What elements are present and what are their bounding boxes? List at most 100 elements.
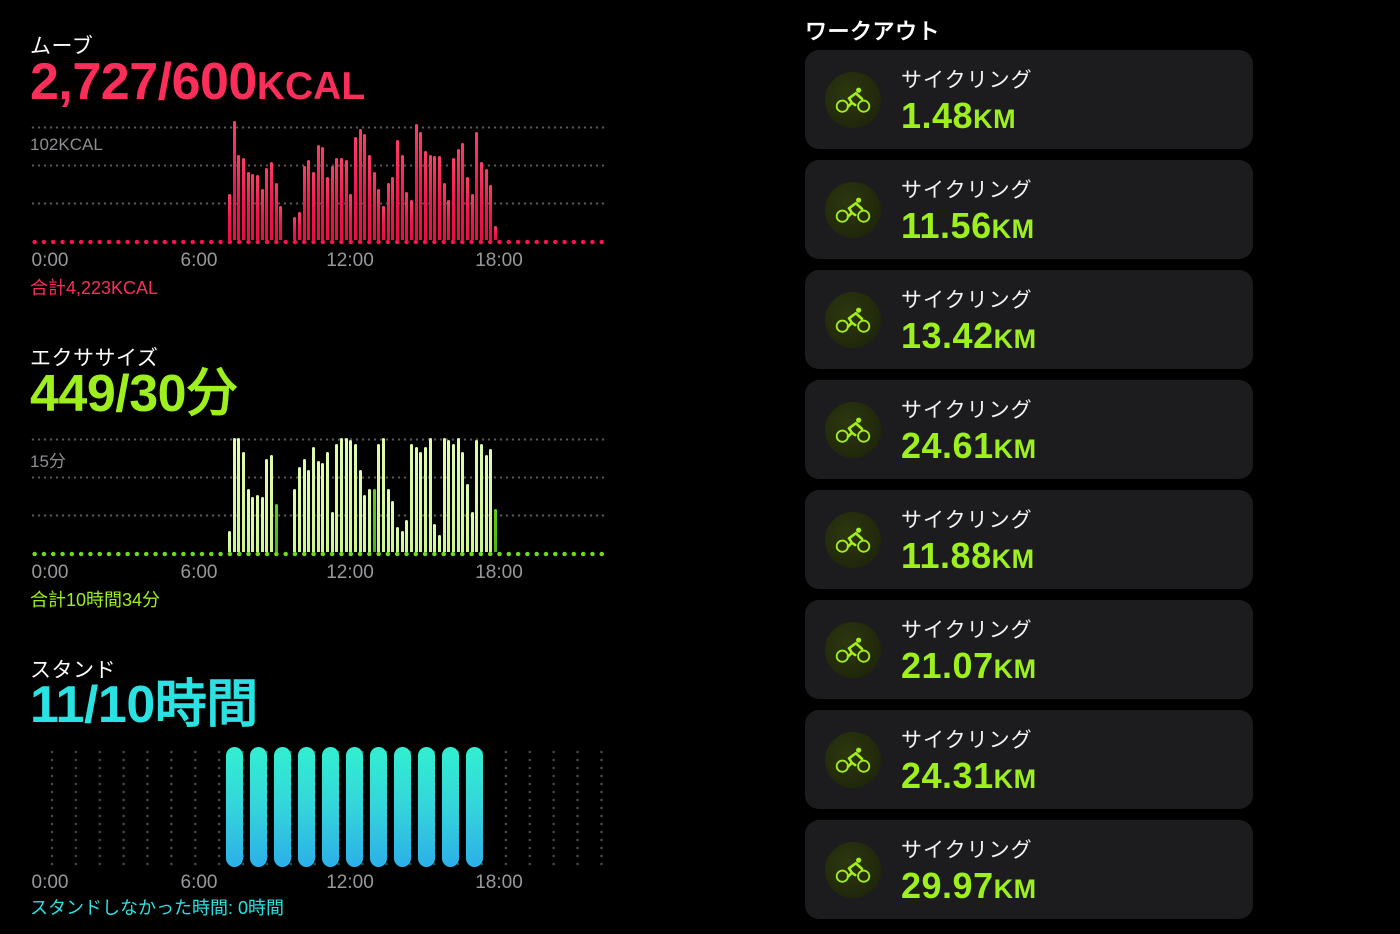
move-bars: [228, 121, 497, 240]
move-bar: [246, 171, 250, 240]
move-bar: [274, 183, 278, 240]
stand-bar: [226, 747, 243, 867]
move-chart: 102KCAL: [30, 121, 608, 245]
workout-distance-number: 1.48: [901, 95, 974, 137]
x-tick-12: 12:00: [326, 250, 374, 271]
stand-x-axis: 0:00 6:00 12:00 18:00: [30, 872, 608, 893]
exercise-bar: [377, 443, 381, 552]
exercise-bar: [260, 497, 264, 552]
move-bar: [307, 160, 311, 240]
workout-distance-unit: KM: [993, 654, 1037, 685]
workout-card[interactable]: サイクリング 11.56KM: [805, 160, 1253, 259]
exercise-bar: [442, 438, 446, 552]
exercise-bar: [447, 440, 451, 552]
move-section: ムーブ 2,727/600KCAL 102KCAL 0:00 6:00 12:0…: [30, 30, 608, 298]
x-tick-0: 0:00: [31, 872, 69, 893]
exercise-total-caption: 合計10時間34分: [30, 590, 161, 610]
move-bar: [438, 155, 441, 240]
workout-activity: サイクリング: [901, 179, 1033, 203]
exercise-bar: [298, 466, 301, 552]
move-bar: [400, 154, 404, 240]
move-bar: [279, 205, 283, 240]
workout-distance: 13.42KM: [901, 317, 1037, 355]
exercise-bar: [489, 449, 493, 552]
exercise-bar: [419, 451, 423, 552]
move-bar: [396, 139, 399, 240]
move-bar: [442, 183, 446, 240]
workout-distance: 21.07KM: [901, 647, 1037, 685]
exercise-bar: [335, 443, 339, 552]
move-baseline: [30, 239, 608, 245]
exercise-bar: [470, 512, 474, 552]
workout-text: サイクリング 1.48KM: [901, 64, 1033, 135]
exercise-bar: [326, 451, 329, 552]
move-bar: [494, 226, 497, 240]
exercise-bar: [494, 508, 497, 552]
workout-activity: サイクリング: [901, 619, 1033, 643]
exercise-bar: [428, 438, 432, 552]
move-bar: [419, 131, 423, 240]
workout-card[interactable]: サイクリング 13.42KM: [805, 270, 1253, 369]
x-tick-0: 0:00: [31, 250, 69, 271]
move-bar: [484, 169, 488, 240]
exercise-bar: [340, 438, 343, 552]
stand-bar: [250, 747, 267, 867]
cycling-icon-circle: [825, 621, 881, 678]
workout-card[interactable]: サイクリング 24.61KM: [805, 380, 1253, 479]
exercise-bar: [466, 483, 469, 552]
exercise-x-axis: 0:00 6:00 12:00 18:00: [30, 562, 608, 583]
workout-card[interactable]: サイクリング 21.07KM: [805, 600, 1253, 699]
move-bar: [326, 177, 329, 240]
cycling-icon: [835, 747, 871, 773]
move-bar: [228, 194, 231, 240]
move-bar: [410, 200, 413, 240]
move-value-unit: KCAL: [256, 65, 366, 108]
exercise-baseline: [30, 551, 608, 557]
move-bar: [489, 185, 493, 240]
x-tick-6: 6:00: [180, 872, 218, 893]
workout-card[interactable]: サイクリング 11.88KM: [805, 490, 1253, 589]
stand-bar: [466, 747, 483, 867]
workout-text: サイクリング 24.31KM: [901, 724, 1037, 795]
workout-text: サイクリング 13.42KM: [901, 284, 1037, 355]
workout-card[interactable]: サイクリング 24.31KM: [805, 710, 1253, 809]
exercise-bar: [237, 438, 241, 552]
exercise-bar: [414, 447, 418, 552]
move-bar: [312, 171, 315, 240]
move-bar: [386, 183, 390, 240]
exercise-gridline-top: [30, 438, 608, 441]
workout-distance-unit: KM: [993, 434, 1037, 465]
exercise-bar: [456, 438, 460, 552]
stand-title: スタンド: [30, 659, 116, 682]
exercise-bar: [461, 451, 465, 552]
workout-card[interactable]: サイクリング 1.48KM: [805, 50, 1253, 149]
cycling-icon: [835, 527, 871, 553]
exercise-bars: [228, 438, 497, 552]
exercise-bar: [349, 440, 353, 552]
workout-distance: 24.31KM: [901, 757, 1037, 795]
workout-distance-unit: KM: [991, 544, 1035, 575]
move-bar: [452, 157, 455, 240]
workout-text: サイクリング 11.56KM: [901, 174, 1035, 245]
workout-distance: 24.61KM: [901, 427, 1037, 465]
exercise-bar: [386, 489, 390, 552]
cycling-icon-circle: [825, 511, 881, 568]
x-tick-0: 0:00: [31, 562, 69, 583]
exercise-bar: [382, 438, 385, 552]
move-bar: [470, 194, 474, 240]
exercise-bar: [321, 463, 325, 552]
workout-card[interactable]: サイクリング 29.97KM: [805, 820, 1253, 919]
move-bar: [316, 145, 320, 240]
move-bar: [480, 162, 483, 240]
move-x-axis: 0:00 6:00 12:00 18:00: [30, 250, 608, 271]
move-axis-max-label: 102KCAL: [30, 135, 103, 154]
move-bar: [382, 205, 385, 240]
exercise-bar: [242, 451, 245, 552]
exercise-bar: [475, 440, 479, 552]
stand-total-caption: スタンドしなかった時間: 0時間: [30, 898, 285, 918]
exercise-bar: [232, 438, 236, 552]
workout-distance-unit: KM: [993, 764, 1037, 795]
exercise-bar: [438, 534, 441, 552]
move-bar: [433, 155, 437, 240]
move-value-number: 2,727/600: [30, 53, 257, 111]
